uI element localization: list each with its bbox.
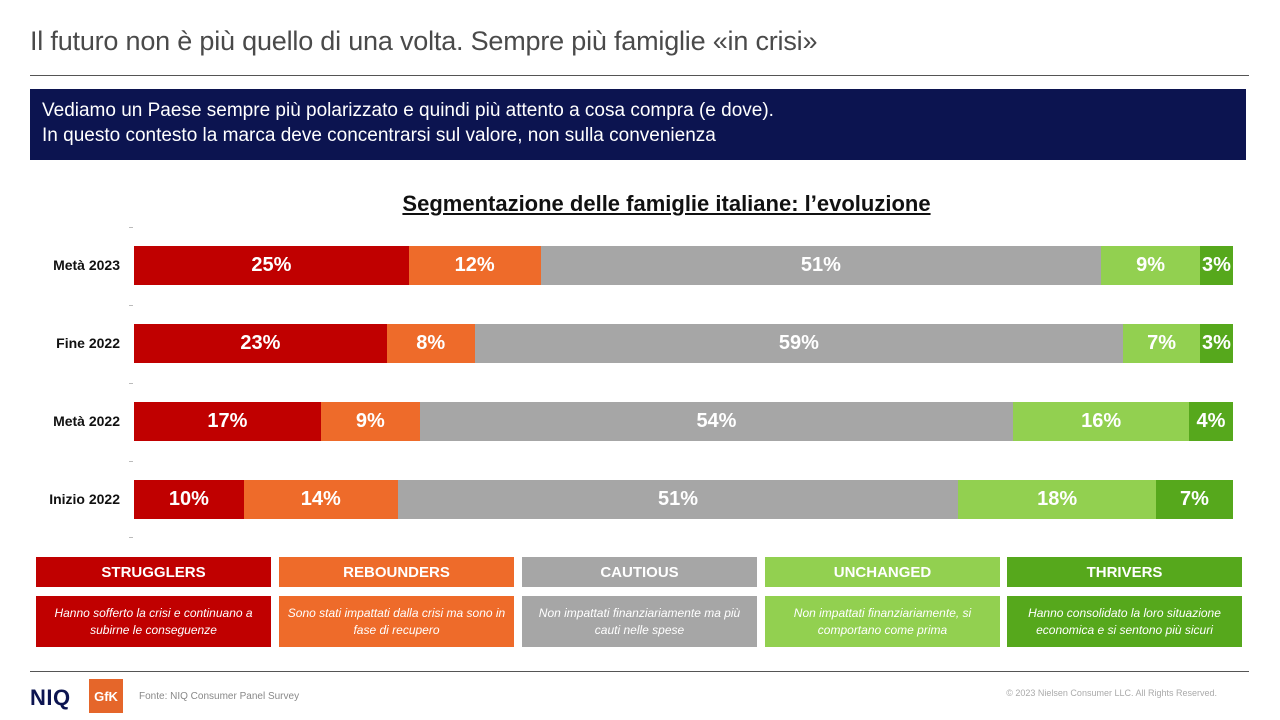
legend-label-thrivers: THRIVERS <box>1007 557 1242 587</box>
chart-title: Segmentazione delle famiglie italiane: l… <box>402 191 931 216</box>
niq-logo: NIQ <box>30 685 71 710</box>
bar-segment-strugglers: 23% <box>134 324 387 363</box>
bar-segment-unchanged: 16% <box>1013 402 1190 441</box>
bar-segment-strugglers: 25% <box>134 246 409 285</box>
bar-segment-strugglers: 17% <box>134 402 321 441</box>
gfk-logo: GfK <box>89 679 123 713</box>
bar-segment-cautious: 51% <box>397 480 959 519</box>
banner-line-1: Vediamo un Paese sempre più polarizzato … <box>42 100 774 121</box>
bar-segment-cautious: 51% <box>540 246 1102 285</box>
bar-row: 17% 9% 54% 16% 4% <box>134 402 1233 441</box>
bar-segment-unchanged: 7% <box>1123 324 1200 363</box>
legend-description-cautious: Non impattati finanziariamente ma più ca… <box>522 596 757 647</box>
bar-segment-unchanged: 9% <box>1101 246 1201 285</box>
axis-tick <box>129 537 133 538</box>
bar-segment-thrivers: 7% <box>1156 480 1233 519</box>
bar-segment-unchanged: 18% <box>958 480 1157 519</box>
bar-segment-rebounders: 8% <box>386 324 475 363</box>
banner-line-2: In questo contesto la marca deve concent… <box>42 125 716 146</box>
bar-row: 25% 12% 51% 9% 3% <box>134 246 1233 285</box>
page-title: Il futuro non è più quello di una volta.… <box>30 26 818 56</box>
category-label: Metà 2022 <box>53 413 120 429</box>
copyright-note: © 2023 Nielsen Consumer LLC. All Rights … <box>1006 688 1217 698</box>
legend-description-strugglers: Hanno sofferto la crisi e continuano a s… <box>36 596 271 647</box>
legend-label-rebounders: REBOUNDERS <box>279 557 514 587</box>
bar-segment-rebounders: 9% <box>320 402 420 441</box>
bar-segment-thrivers: 3% <box>1200 324 1233 363</box>
title-divider <box>30 75 1249 76</box>
axis-tick <box>129 461 133 462</box>
axis-tick <box>129 227 133 228</box>
bar-segment-thrivers: 3% <box>1200 246 1233 285</box>
bar-row: 23% 8% 59% 7% 3% <box>134 324 1233 363</box>
legend-label-cautious: CAUTIOUS <box>522 557 757 587</box>
bar-segment-thrivers: 4% <box>1189 402 1233 441</box>
legend-description-unchanged: Non impattati finanziariamente, si compo… <box>765 596 1000 647</box>
bar-segment-rebounders: 12% <box>408 246 541 285</box>
source-note: Fonte: NIQ Consumer Panel Survey <box>139 691 300 702</box>
axis-tick <box>129 383 133 384</box>
bar-segment-strugglers: 10% <box>134 480 244 519</box>
bar-segment-cautious: 59% <box>474 324 1124 363</box>
bar-segment-rebounders: 14% <box>243 480 398 519</box>
category-label: Fine 2022 <box>56 335 120 351</box>
key-message-banner: Vediamo un Paese sempre più polarizzato … <box>30 89 1246 160</box>
footer-divider <box>30 671 1249 672</box>
legend-label-strugglers: STRUGGLERS <box>36 557 271 587</box>
legend-label-unchanged: UNCHANGED <box>765 557 1000 587</box>
bar-row: 10% 14% 51% 18% 7% <box>134 480 1233 519</box>
bar-segment-cautious: 54% <box>419 402 1014 441</box>
axis-tick <box>129 305 133 306</box>
legend-description-rebounders: Sono stati impattati dalla crisi ma sono… <box>279 596 514 647</box>
legend-description-thrivers: Hanno consolidato la loro situazione eco… <box>1007 596 1242 647</box>
category-label: Inizio 2022 <box>49 491 120 507</box>
category-label: Metà 2023 <box>53 257 120 273</box>
